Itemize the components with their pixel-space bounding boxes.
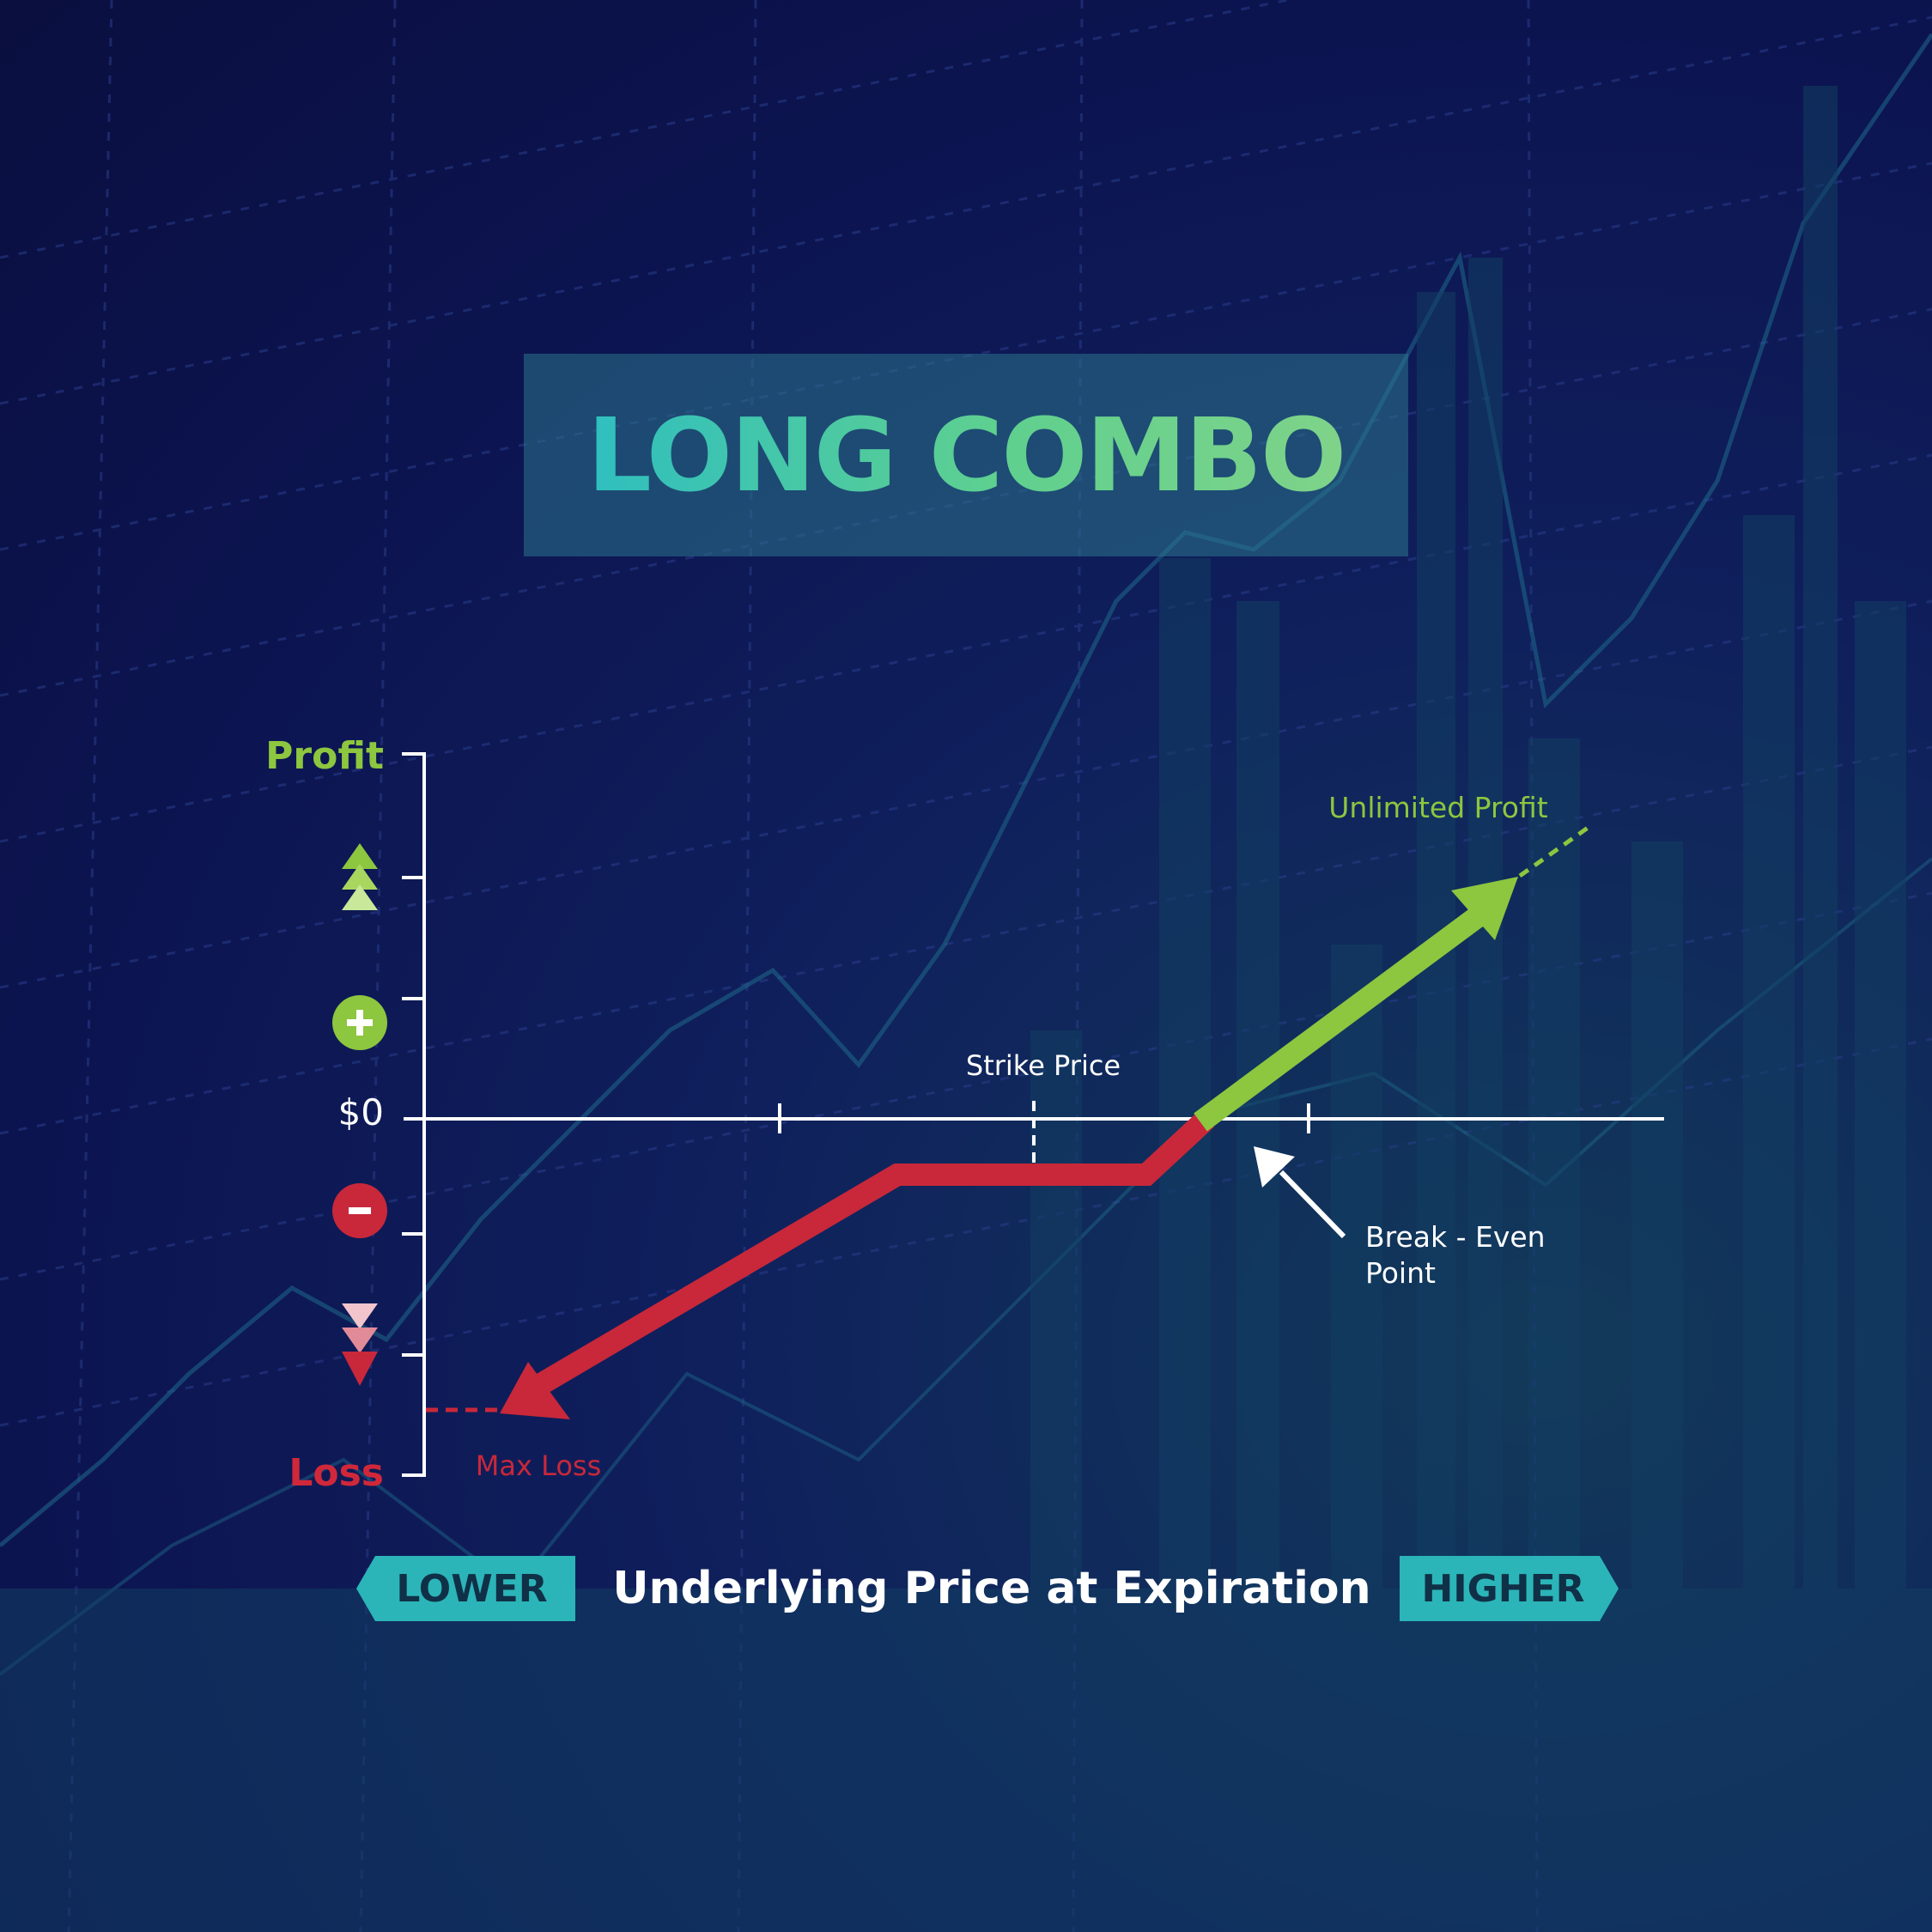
breakeven-pointer-line bbox=[1279, 1170, 1346, 1239]
unlimited-profit-dashed-line bbox=[1518, 823, 1592, 878]
unlimited-profit-label: Unlimited Profit bbox=[1328, 791, 1548, 824]
loss-line bbox=[531, 1110, 1214, 1397]
max-loss-label: Max Loss bbox=[476, 1449, 602, 1482]
breakeven-pointer-arrowhead bbox=[1254, 1146, 1295, 1188]
higher-label: HIGHER bbox=[1421, 1566, 1585, 1611]
y-axis bbox=[402, 752, 426, 1477]
y-label-loss: Loss bbox=[289, 1451, 384, 1495]
x-axis-title: Underlying Price at Expiration bbox=[612, 1563, 1371, 1614]
loss-arrowhead bbox=[500, 1362, 570, 1419]
profit-arrowhead bbox=[1451, 877, 1518, 940]
lower-label: LOWER bbox=[396, 1566, 548, 1611]
breakeven-label-line1: Break - Even bbox=[1365, 1220, 1546, 1254]
plus-circle-icon bbox=[332, 995, 387, 1050]
y-label-zero: $0 bbox=[338, 1091, 384, 1133]
lower-badge: LOWER bbox=[356, 1556, 575, 1621]
minus-circle-icon bbox=[332, 1183, 387, 1238]
strike-price-label: Strike Price bbox=[966, 1049, 1121, 1082]
triangle-down-icon bbox=[342, 1303, 378, 1386]
title-banner: LONG COMBO bbox=[524, 354, 1408, 556]
chart-title: LONG COMBO bbox=[586, 396, 1347, 514]
higher-badge: HIGHER bbox=[1400, 1556, 1619, 1621]
y-label-profit: Profit bbox=[265, 734, 384, 778]
triangle-up-icon bbox=[342, 843, 378, 910]
breakeven-label-line2: Point bbox=[1365, 1256, 1436, 1290]
profit-line bbox=[1194, 908, 1484, 1132]
